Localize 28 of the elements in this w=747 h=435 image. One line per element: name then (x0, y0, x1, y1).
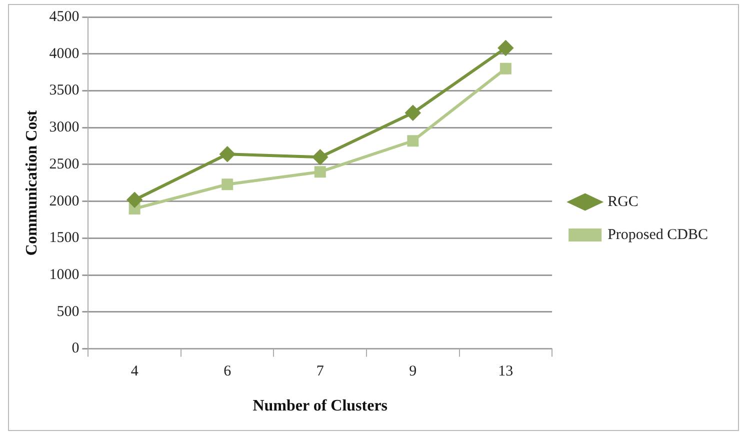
point (220, 146, 235, 162)
point (222, 178, 234, 190)
point (498, 40, 514, 56)
y-tick-label: 1500 (49, 230, 80, 246)
x-tick-label: 13 (498, 364, 514, 380)
legend-label: RGC (608, 194, 638, 210)
x-axis-title: Number of Clusters (252, 398, 388, 415)
point (312, 150, 328, 165)
point (405, 105, 420, 120)
y-tick-label: 2500 (49, 156, 80, 172)
x-tick-label: 7 (316, 364, 324, 380)
y-axis-title: Communication Cost (24, 110, 41, 256)
y-tick-label: 4000 (49, 46, 80, 62)
y-tick-label: 4500 (49, 8, 80, 25)
y-tick-label: 3500 (49, 82, 80, 99)
y-tick-label: 500 (56, 304, 80, 320)
x-tick-label: 9 (409, 364, 417, 380)
y-tick-label: 3000 (49, 120, 80, 136)
legend-label: Proposed CDBC (608, 226, 708, 243)
x-tick-label: 6 (224, 364, 232, 380)
y-tick-label: 0 (72, 340, 80, 357)
y-tick-label: 2000 (49, 193, 80, 210)
y-tick-label: 1000 (49, 267, 80, 284)
point (500, 62, 512, 74)
x-tick-label: 4 (130, 364, 139, 380)
point (407, 135, 419, 147)
point (127, 192, 142, 208)
point (314, 166, 326, 178)
